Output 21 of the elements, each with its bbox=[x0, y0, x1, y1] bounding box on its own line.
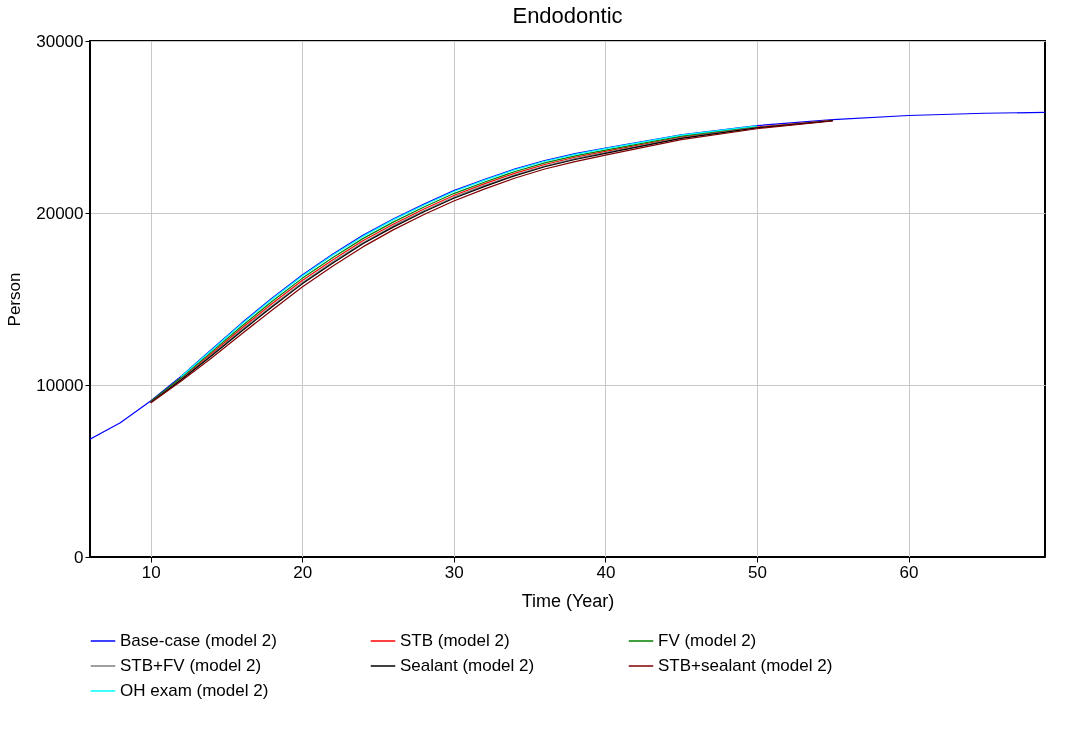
x-tick-label: 20 bbox=[293, 562, 313, 582]
legend-label: STB (model 2) bbox=[400, 631, 510, 650]
line-series bbox=[90, 111, 1045, 440]
chart-title: Endodontic bbox=[512, 3, 623, 28]
y-tick-label: 0 bbox=[74, 547, 84, 567]
x-tick-label: 30 bbox=[444, 562, 464, 582]
legend-label: Sealant (model 2) bbox=[400, 656, 535, 675]
legend-label: Base-case (model 2) bbox=[120, 631, 277, 650]
legend-label: FV (model 2) bbox=[658, 631, 757, 650]
x-tick-label: 10 bbox=[141, 562, 161, 582]
x-tick-label: 50 bbox=[748, 562, 767, 582]
legend-label: STB+sealant (model 2) bbox=[658, 656, 833, 675]
y-tick-label: 30000 bbox=[36, 31, 84, 51]
y-tick-label: 10000 bbox=[36, 375, 84, 395]
legend-label: OH exam (model 2) bbox=[120, 681, 269, 700]
x-axis-title: Time (Year) bbox=[521, 590, 615, 611]
y-tick-label: 20000 bbox=[36, 203, 84, 223]
legend-label: STB+FV (model 2) bbox=[120, 656, 262, 675]
x-tick-label: 60 bbox=[899, 562, 919, 582]
x-tick-label: 40 bbox=[596, 562, 616, 582]
y-axis-title: Person bbox=[5, 272, 25, 327]
